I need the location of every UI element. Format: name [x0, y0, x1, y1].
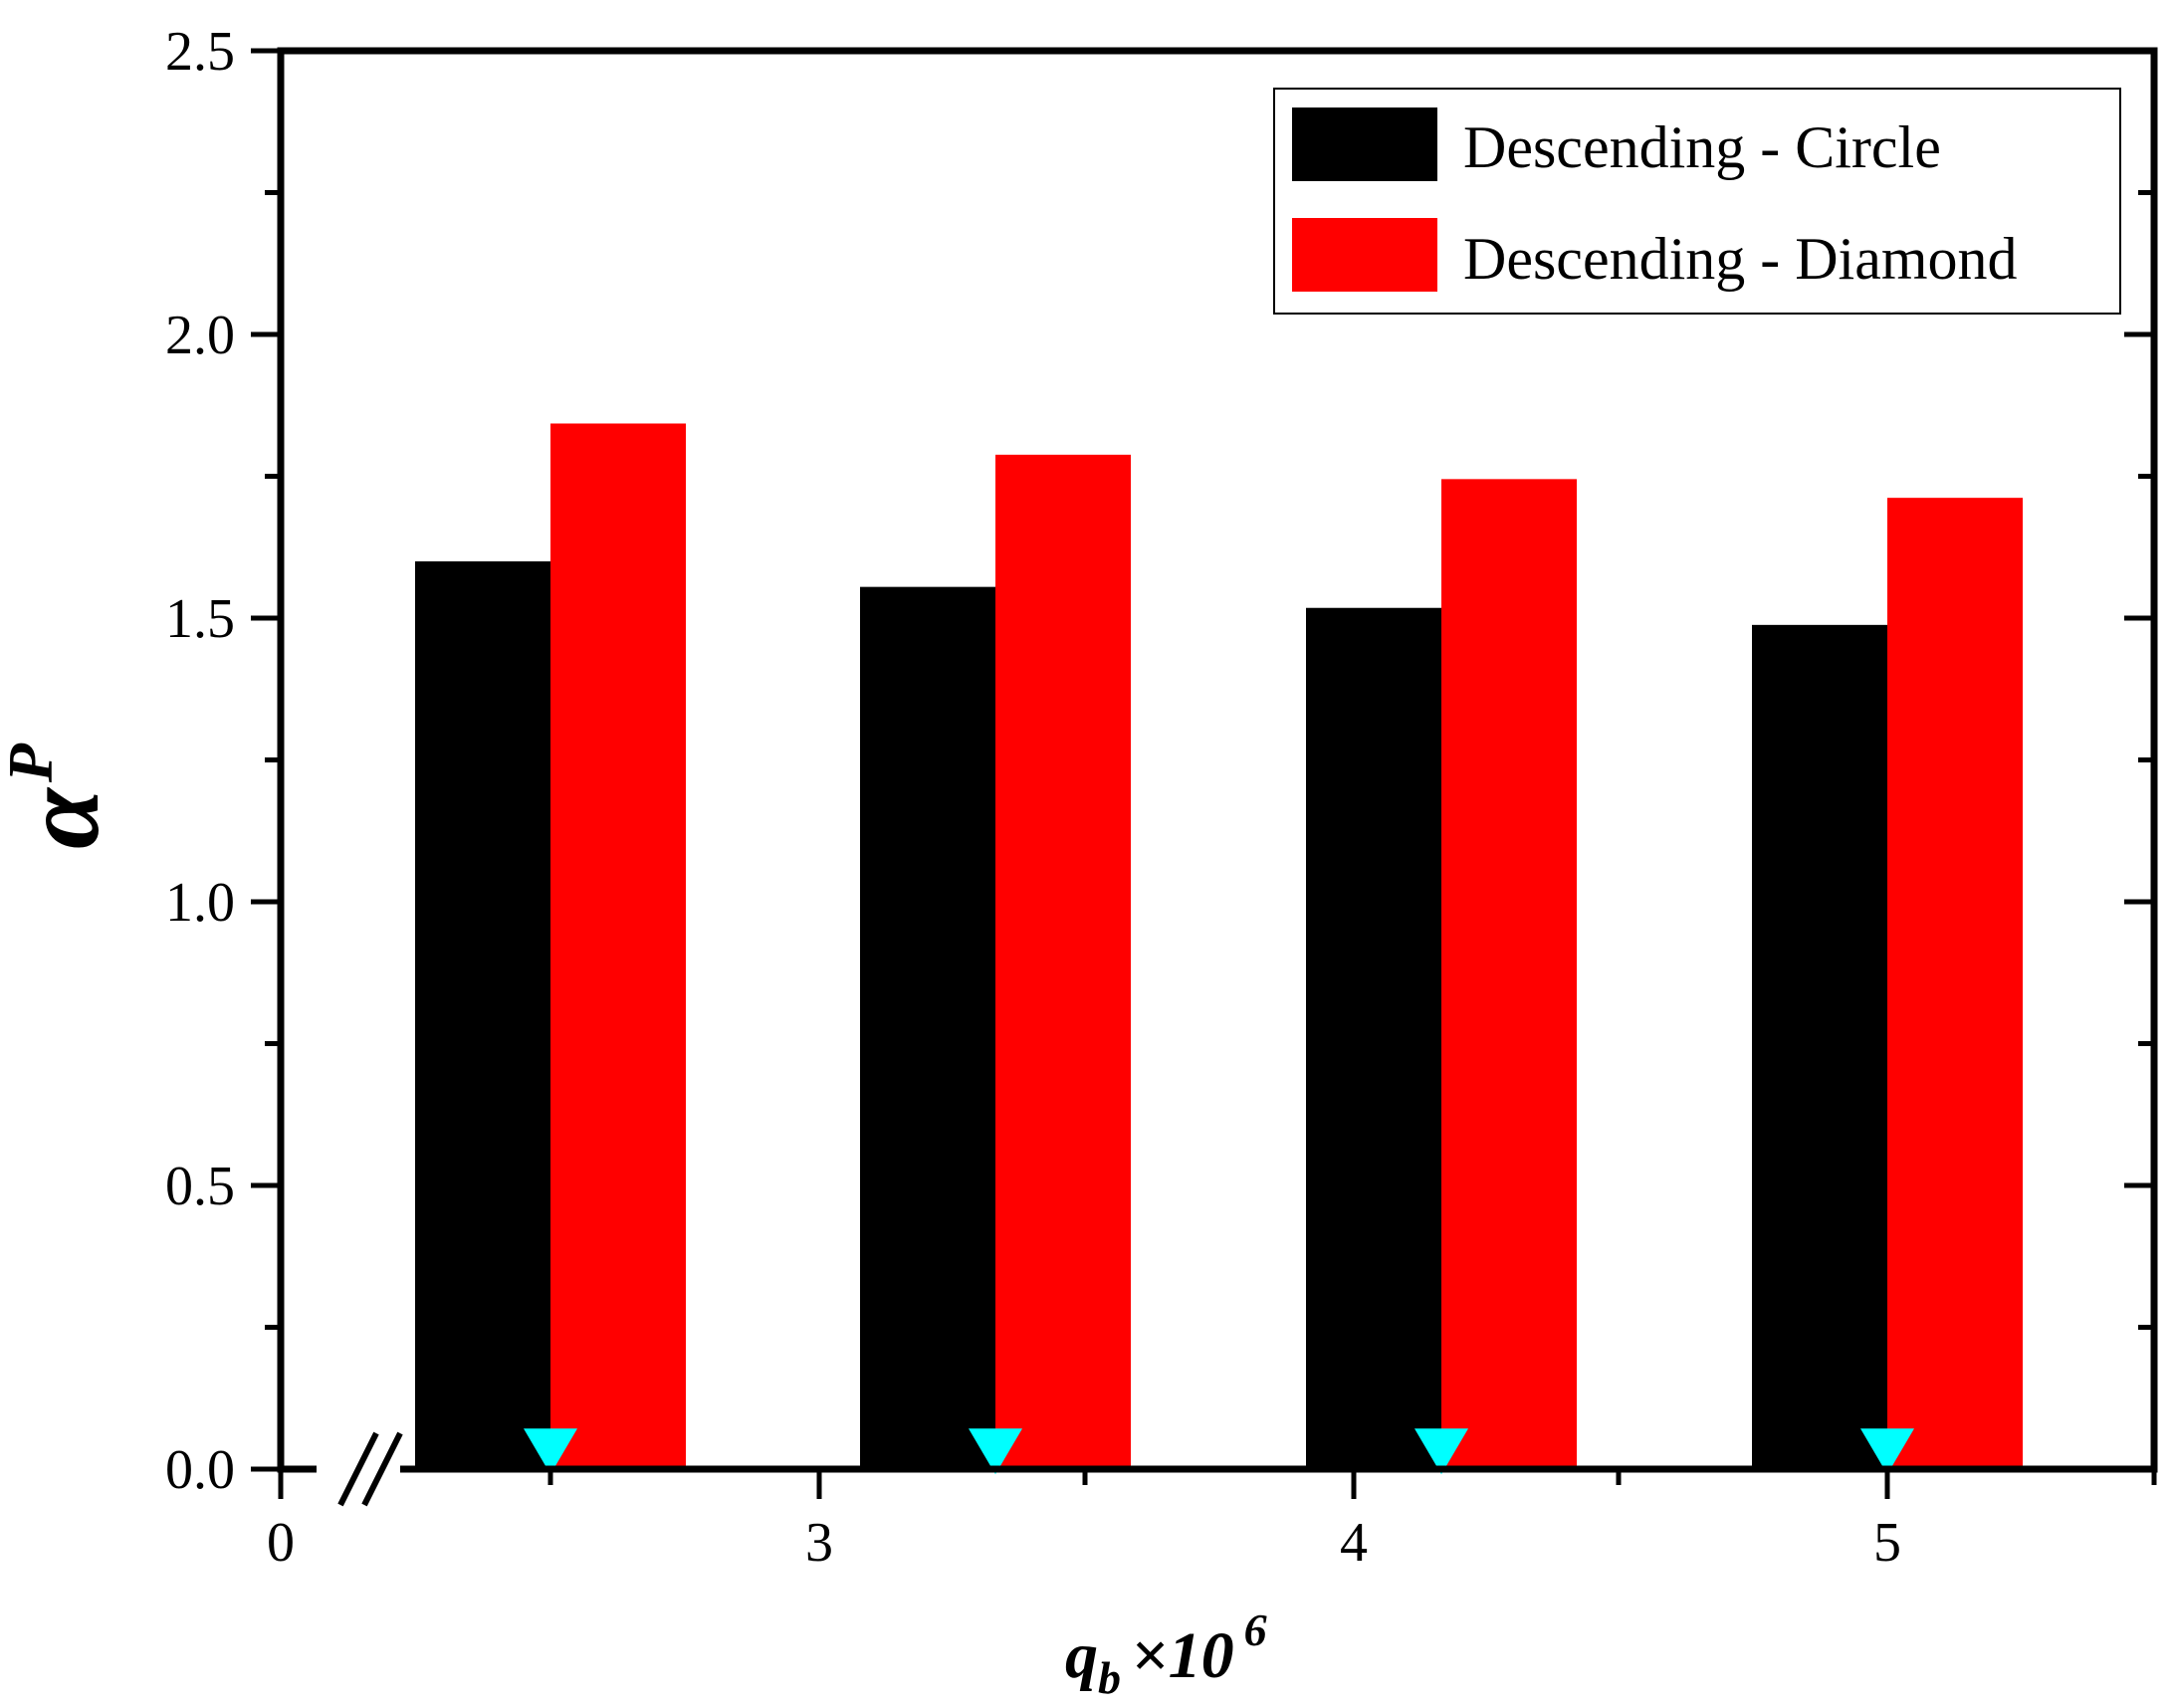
y-tick-label: 1.5 [165, 588, 235, 650]
bar-circle-2 [415, 561, 550, 1469]
markers-layer [524, 1428, 1914, 1475]
y-tick-label: 0.0 [165, 1439, 235, 1501]
bar-diamond-4 [1441, 479, 1577, 1470]
legend: Descending - Circle Descending - Diamond [1273, 88, 2121, 315]
axis-break-slash [337, 1431, 379, 1507]
x-axis-title: qb ×10 6 [1065, 1604, 1267, 1703]
legend-swatch-circle [1292, 107, 1437, 181]
marker-4 [1414, 1428, 1468, 1475]
y-axis-title: αP [0, 743, 121, 849]
bar-diamond-2 [550, 423, 686, 1469]
y-tick-label: 0.5 [165, 1156, 235, 1217]
x-tick-label: 0 [267, 1512, 295, 1574]
bar-diamond-3 [995, 454, 1131, 1470]
marker-5 [1860, 1428, 1914, 1475]
marker-2 [524, 1428, 577, 1475]
legend-swatch-diamond [1292, 218, 1437, 292]
axis-break-slash [361, 1431, 403, 1507]
y-tick-label: 2.0 [165, 305, 235, 366]
x-tick-label: 3 [805, 1512, 833, 1574]
legend-label-circle: Descending - Circle [1463, 114, 1941, 180]
bar-circle-5 [1752, 624, 1887, 1469]
y-tick-label: 2.5 [165, 21, 235, 83]
bars-layer [415, 423, 2023, 1470]
x-tick-label: 5 [1873, 1512, 1901, 1574]
bar-circle-4 [1306, 607, 1441, 1469]
axes-layer [251, 47, 2158, 1507]
legend-label-diamond: Descending - Diamond [1463, 226, 2018, 292]
bar-diamond-5 [1887, 498, 2023, 1469]
tick-labels-layer: 0.0 0.5 1.0 1.5 2.0 2.5 0 3 4 5 [165, 21, 1901, 1574]
marker-3 [969, 1428, 1022, 1475]
y-tick-label: 1.0 [165, 872, 235, 934]
bar-circle-3 [860, 586, 995, 1469]
x-tick-label: 4 [1340, 1512, 1368, 1574]
